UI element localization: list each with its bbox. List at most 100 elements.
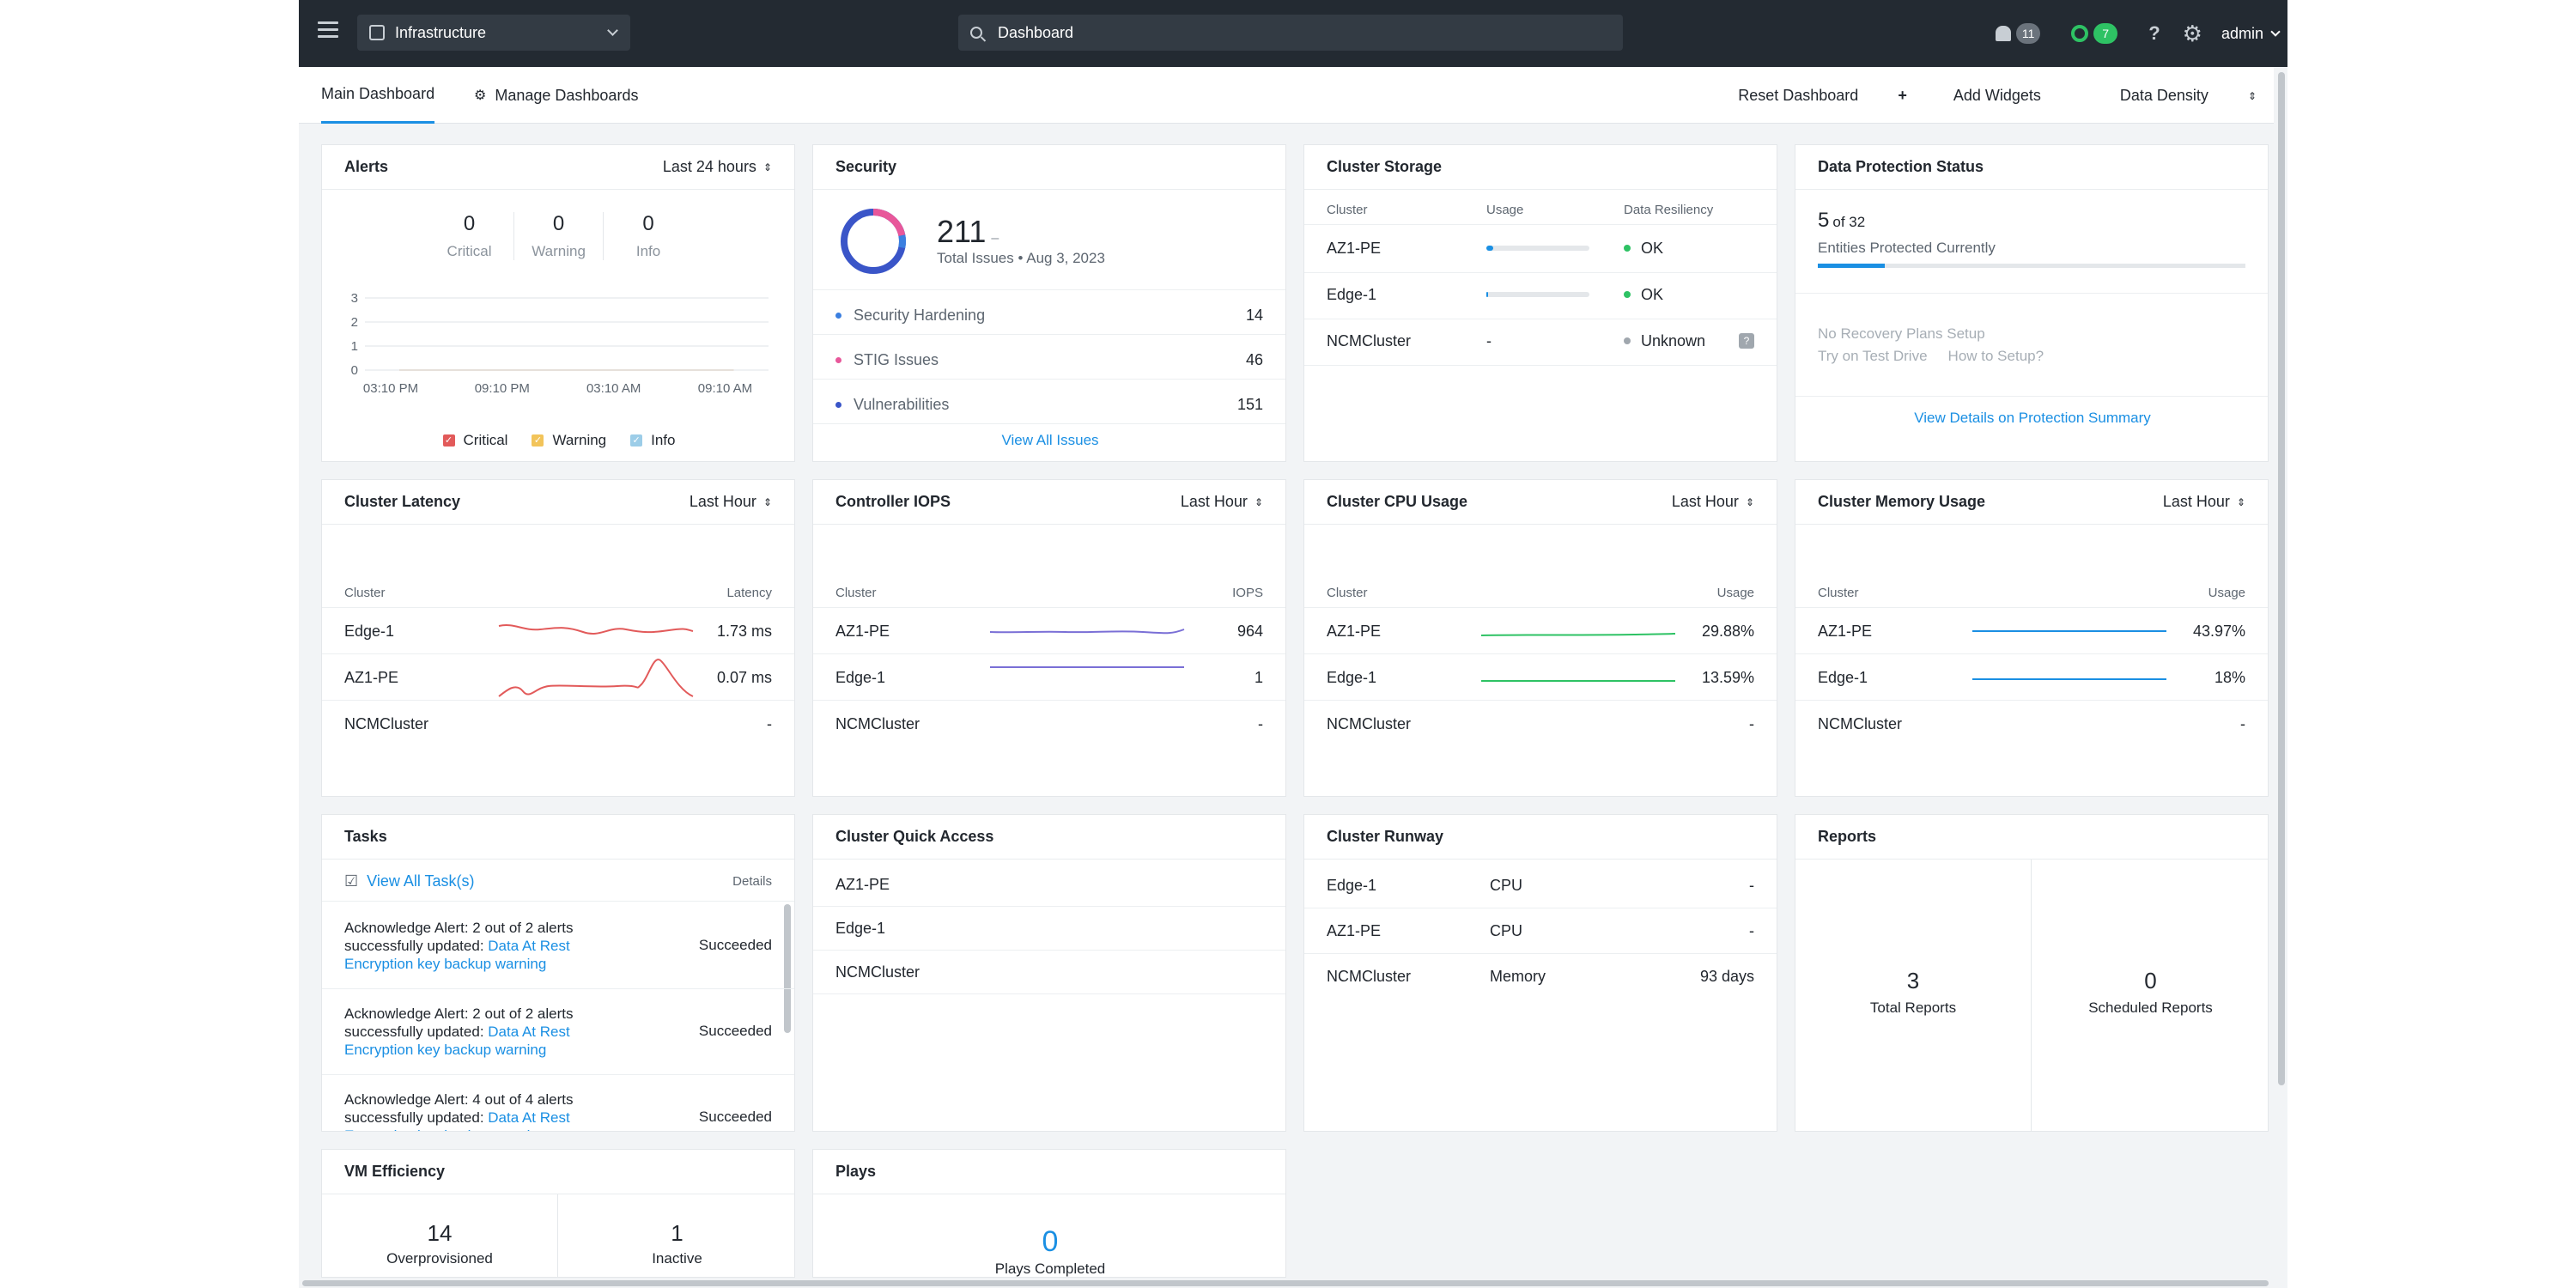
menu-icon[interactable] bbox=[318, 21, 338, 39]
vertical-scrollbar[interactable] bbox=[2275, 69, 2287, 1288]
data-density-select[interactable]: Data Density ⇕ bbox=[2081, 87, 2257, 105]
scrollbar-thumb[interactable] bbox=[302, 1280, 2269, 1286]
time-range-select[interactable]: Last Hour ⇕ bbox=[1181, 493, 1263, 511]
time-range-select[interactable]: Last 24 hours ⇕ bbox=[663, 158, 772, 176]
app-switcher[interactable]: Infrastructure bbox=[357, 15, 630, 51]
task-item[interactable]: Acknowledge Alert: 4 out of 4 alerts suc… bbox=[344, 1078, 772, 1132]
task-item[interactable]: Acknowledge Alert: 2 out of 2 alerts suc… bbox=[344, 906, 772, 985]
metric-value: - bbox=[1749, 714, 1754, 732]
help-icon[interactable]: ? bbox=[1739, 333, 1754, 349]
legend-info[interactable]: ✓ Info bbox=[630, 432, 675, 449]
list-item[interactable]: STIG Issues 46 bbox=[835, 343, 1263, 377]
task-link[interactable]: Data At Rest Encryption key backup warni… bbox=[344, 1109, 570, 1132]
table-row[interactable]: NCMCluster - bbox=[835, 702, 1263, 746]
tab-manage-dashboards[interactable]: ⚙ Manage Dashboards bbox=[474, 67, 638, 124]
add-widgets-button[interactable]: + Add Widgets bbox=[1898, 87, 2041, 105]
protection-subtitle: Entities Protected Currently bbox=[1818, 240, 1996, 256]
column-header: Usage bbox=[1486, 202, 1524, 217]
widget-title: Alerts bbox=[344, 158, 389, 175]
inactive-vms[interactable]: 1 Inactive bbox=[558, 1220, 794, 1267]
info-count[interactable]: 0 Info bbox=[604, 212, 693, 260]
alerts-count-badge[interactable]: 11 bbox=[2016, 23, 2041, 44]
cluster-name: AZ1-PE bbox=[835, 622, 890, 640]
time-range-select[interactable]: Last Hour ⇕ bbox=[1672, 493, 1754, 511]
table-row[interactable]: Edge-1 OK bbox=[1327, 272, 1754, 317]
item-label: Security Hardening bbox=[854, 306, 986, 324]
bell-icon[interactable] bbox=[1996, 26, 2012, 41]
plays-completed[interactable]: 0 Plays Completed bbox=[813, 1225, 1285, 1277]
report-label: Scheduled Reports bbox=[2088, 999, 2213, 1016]
checkbox-icon: ✓ bbox=[442, 434, 455, 447]
legend-warning[interactable]: ✓ Warning bbox=[532, 432, 606, 449]
tab-main-dashboard[interactable]: Main Dashboard bbox=[321, 67, 435, 124]
list-item[interactable]: Edge-1 bbox=[835, 907, 1263, 950]
table-row[interactable]: AZ1-PE 29.88% bbox=[1327, 609, 1754, 653]
table-row[interactable]: NCMCluster - bbox=[1327, 702, 1754, 746]
chevron-down-icon bbox=[607, 25, 618, 36]
protection-summary-link[interactable]: View Details on Protection Summary bbox=[1914, 410, 2151, 426]
sparkline bbox=[1972, 678, 2166, 680]
count-label: Warning bbox=[532, 243, 586, 259]
table-row[interactable]: NCMCluster Memory 93 days bbox=[1327, 954, 1754, 999]
warning-count[interactable]: 0 Warning bbox=[514, 212, 605, 260]
table-row[interactable]: Edge-1 1 bbox=[835, 655, 1263, 700]
table-row[interactable]: Edge-1 13.59% bbox=[1327, 655, 1754, 700]
how-to-setup-link[interactable]: How to Setup? bbox=[1947, 348, 2044, 364]
view-all-tasks-link[interactable]: ☑ View All Task(s) bbox=[344, 872, 475, 890]
table-row[interactable]: AZ1-PE OK bbox=[1327, 226, 1754, 270]
gear-icon[interactable]: ⚙ bbox=[2182, 20, 2202, 46]
sort-icon: ⇕ bbox=[762, 496, 772, 509]
list-item[interactable]: Vulnerabilities 151 bbox=[835, 387, 1263, 422]
task-link[interactable]: Data At Rest Encryption key backup warni… bbox=[344, 937, 570, 972]
total-reports[interactable]: 3 Total Reports bbox=[1795, 968, 2031, 1017]
horizontal-scrollbar[interactable] bbox=[299, 1278, 2275, 1288]
user-menu[interactable]: admin bbox=[2221, 25, 2281, 43]
time-range-select[interactable]: Last Hour ⇕ bbox=[690, 493, 772, 511]
usage-cell bbox=[1486, 292, 1624, 297]
y-tick-label: 0 bbox=[351, 363, 358, 378]
table-row[interactable]: AZ1-PE 43.97% bbox=[1818, 609, 2245, 653]
table-row[interactable]: AZ1-PE 964 bbox=[835, 609, 1263, 653]
overprovisioned-vms[interactable]: 14 Overprovisioned bbox=[322, 1220, 557, 1267]
list-item[interactable]: AZ1-PE bbox=[835, 863, 1263, 906]
table-row[interactable]: AZ1-PE CPU - bbox=[1327, 908, 1754, 953]
legend-critical[interactable]: ✓ Critical bbox=[442, 432, 507, 449]
critical-count[interactable]: 0 Critical bbox=[425, 212, 515, 260]
table-row[interactable]: Edge-1 1.73 ms bbox=[344, 609, 772, 653]
tasks-count-badge[interactable]: 7 bbox=[2093, 23, 2118, 44]
table-row[interactable]: NCMCluster - Unknown? bbox=[1327, 319, 1754, 363]
test-drive-link[interactable]: Try on Test Drive bbox=[1818, 348, 1928, 364]
item-value: 46 bbox=[1245, 350, 1263, 368]
status-dot-icon bbox=[1624, 245, 1631, 252]
report-count: 0 bbox=[2144, 968, 2157, 993]
view-all-issues-link[interactable]: View All Issues bbox=[1001, 432, 1099, 448]
metric-value: - bbox=[2240, 714, 2245, 732]
list-item[interactable]: NCMCluster bbox=[835, 951, 1263, 993]
cluster-memory-widget: Cluster Memory Usage Last Hour ⇕ Cluster Us… bbox=[1795, 479, 2269, 797]
report-count: 3 bbox=[1906, 968, 1920, 993]
search-input[interactable] bbox=[998, 23, 1582, 42]
metric-value: 964 bbox=[1236, 622, 1263, 640]
time-range-select[interactable]: Last Hour ⇕ bbox=[2163, 493, 2245, 511]
column-header: Latency bbox=[726, 585, 772, 600]
task-link[interactable]: Data At Rest Encryption key backup warni… bbox=[344, 1023, 570, 1058]
table-row[interactable]: NCMCluster - bbox=[344, 702, 772, 746]
search-box[interactable] bbox=[958, 15, 1623, 51]
cluster-storage-widget: Cluster Storage Cluster Usage Data Resilie… bbox=[1303, 144, 1777, 462]
tasks-scrollbar[interactable] bbox=[784, 904, 791, 1033]
vm-label: Inactive bbox=[652, 1250, 702, 1267]
help-icon[interactable]: ? bbox=[2148, 22, 2160, 44]
table-row[interactable]: AZ1-PE 0.07 ms bbox=[344, 655, 772, 700]
tasks-ring-icon[interactable] bbox=[2071, 25, 2089, 42]
plays-count: 0 bbox=[1042, 1225, 1059, 1258]
task-item[interactable]: Acknowledge Alert: 2 out of 2 alerts suc… bbox=[344, 992, 772, 1071]
table-row[interactable]: NCMCluster - bbox=[1818, 702, 2245, 746]
count-label: Critical bbox=[447, 243, 492, 259]
reset-dashboard-button[interactable]: Reset Dashboard bbox=[1738, 86, 1859, 104]
scrollbar-thumb[interactable] bbox=[2278, 72, 2285, 1085]
list-item[interactable]: Security Hardening 14 bbox=[835, 298, 1263, 332]
widget-title: Plays bbox=[835, 1163, 877, 1180]
table-row[interactable]: Edge-1 CPU - bbox=[1327, 863, 1754, 908]
table-row[interactable]: Edge-1 18% bbox=[1818, 655, 2245, 700]
scheduled-reports[interactable]: 0 Scheduled Reports bbox=[2032, 968, 2268, 1017]
